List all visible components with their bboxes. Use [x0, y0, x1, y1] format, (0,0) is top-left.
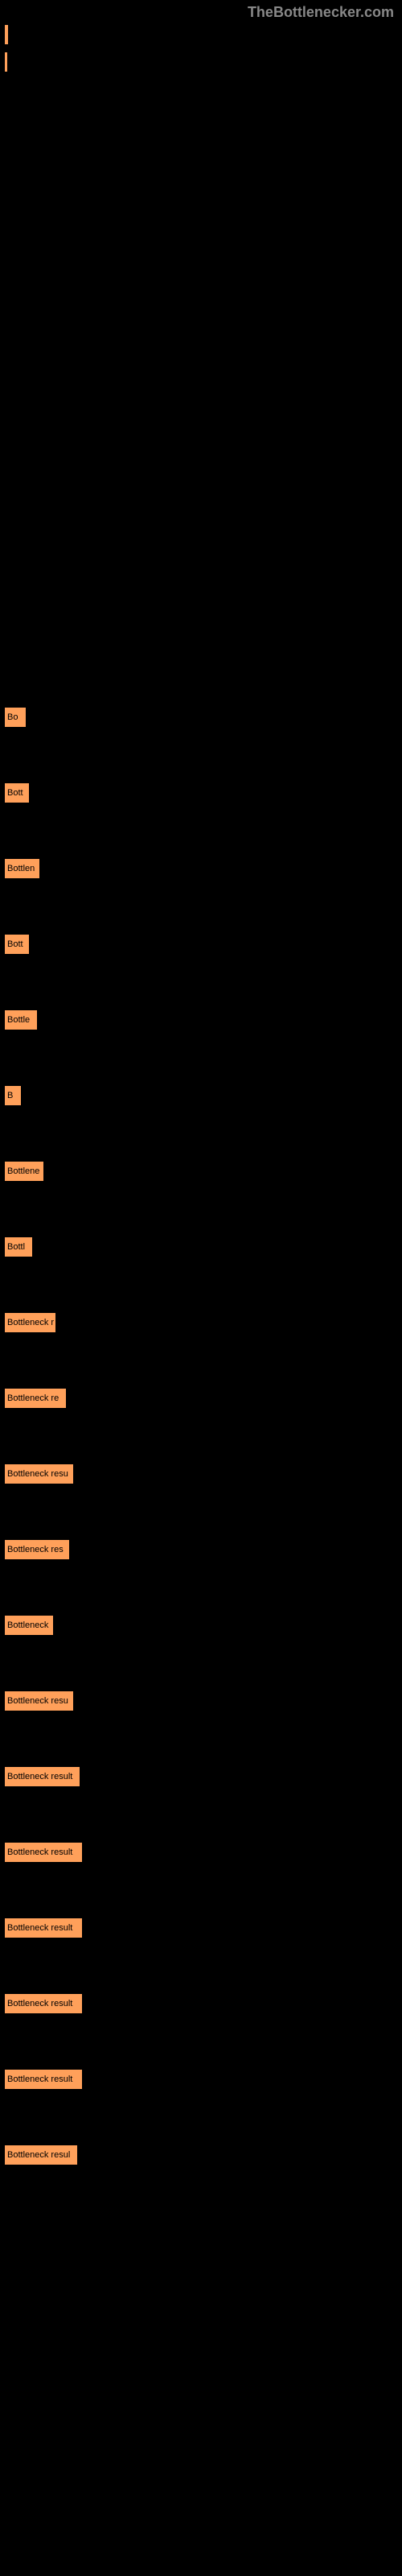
bar-row: Bottleneck resu	[4, 1690, 398, 1711]
chart-bar: Bottlene	[4, 1161, 44, 1182]
chart-bar: Bottl	[4, 1236, 33, 1257]
chart-bar: Bottlen	[4, 858, 40, 879]
chart-bar: Bottleneck result	[4, 1766, 80, 1787]
bar-row: Bottlene	[4, 1161, 398, 1182]
bar-row: Bottle	[4, 1009, 398, 1030]
bar-row: Bottleneck resu	[4, 1463, 398, 1484]
bar-row	[4, 24, 398, 45]
chart-bar: Bo	[4, 707, 27, 728]
chart-bar	[4, 24, 9, 45]
chart-container: Bo Bott Bottlen Bott Bottle B Bottlene Bottl Bot…	[0, 0, 402, 2224]
chart-bar: Bottleneck resu	[4, 1690, 74, 1711]
chart-bar: B	[4, 1085, 22, 1106]
chart-bar: Bottleneck re	[4, 1388, 67, 1409]
chart-bar: Bottleneck resul	[4, 2145, 78, 2165]
bar-row: Bo	[4, 707, 398, 728]
bar-row: Bott	[4, 934, 398, 955]
chart-bar: Bottleneck result	[4, 1918, 83, 1938]
chart-bar: Bottle	[4, 1009, 38, 1030]
bar-row: B	[4, 1085, 398, 1106]
chart-bar: Bottleneck	[4, 1615, 54, 1636]
chart-bar: Bottleneck result	[4, 1842, 83, 1863]
bar-row: Bottleneck resul	[4, 2145, 398, 2165]
chart-bar: Bottleneck result	[4, 2069, 83, 2090]
chart-bar: Bott	[4, 782, 30, 803]
chart-bar: Bottleneck resu	[4, 1463, 74, 1484]
bar-row: Bottleneck re	[4, 1388, 398, 1409]
bar-row: Bottleneck r	[4, 1312, 398, 1333]
bar-row: Bottleneck result	[4, 1766, 398, 1787]
chart-bar: Bottleneck r	[4, 1312, 56, 1333]
bar-row: Bottleneck	[4, 1615, 398, 1636]
bar-row: Bottl	[4, 1236, 398, 1257]
chart-bar: Bottleneck res	[4, 1539, 70, 1560]
bar-row: Bottleneck result	[4, 2069, 398, 2090]
bar-row: Bottleneck result	[4, 1918, 398, 1938]
bar-row	[4, 52, 398, 72]
bar-row: Bottleneck result	[4, 1842, 398, 1863]
chart-bar: Bott	[4, 934, 30, 955]
chart-bar: Bottleneck result	[4, 1993, 83, 2014]
bar-row: Bottlen	[4, 858, 398, 879]
bar-row: Bottleneck result	[4, 1993, 398, 2014]
watermark: TheBottlenecker.com	[248, 4, 394, 21]
bar-row: Bottleneck res	[4, 1539, 398, 1560]
bar-row: Bott	[4, 782, 398, 803]
chart-bar	[4, 52, 8, 72]
